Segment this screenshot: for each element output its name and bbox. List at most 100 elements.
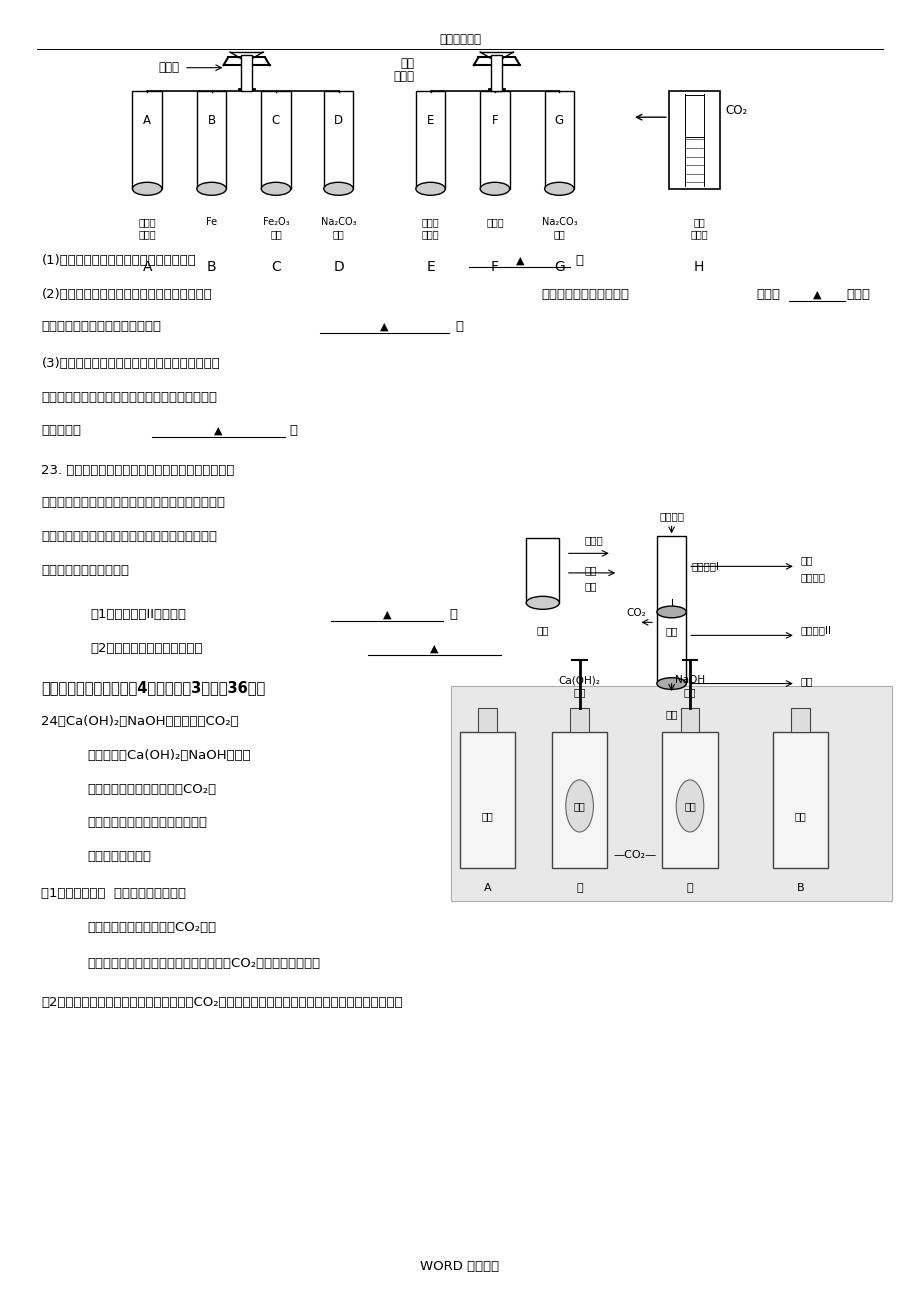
Bar (544, 91, 573, 189)
Text: A: A (142, 260, 152, 273)
Bar (662, 732, 717, 868)
Text: B: B (207, 260, 216, 273)
Text: 实验。请回答下列问题：: 实验。请回答下列问题： (41, 564, 130, 577)
Text: 滤液: 滤液 (800, 676, 812, 686)
Bar (656, 536, 686, 612)
Bar (460, 732, 515, 868)
Text: 石灰水: 石灰水 (392, 70, 414, 83)
Ellipse shape (565, 780, 593, 832)
Bar (680, 708, 698, 732)
Text: D: D (333, 260, 344, 273)
Text: 。: 。 (574, 254, 583, 267)
Bar (790, 708, 809, 732)
Text: NaOH
溶液: NaOH 溶液 (675, 676, 704, 697)
Text: （1）设计方案：  如图装置，用针筒分: （1）设计方案： 如图装置，用针筒分 (41, 887, 187, 900)
Ellipse shape (415, 182, 445, 195)
Ellipse shape (323, 182, 353, 195)
Text: B: B (796, 883, 803, 893)
Text: 液面: 液面 (482, 811, 493, 822)
Text: G: G (554, 115, 563, 126)
Text: 过量的: 过量的 (755, 288, 779, 301)
Bar (197, 91, 226, 189)
Text: ▲: ▲ (380, 322, 389, 332)
Text: （1）白色沉淀II的化学式: （1）白色沉淀II的化学式 (90, 608, 186, 621)
Bar (241, 55, 252, 91)
Text: Na₂CO₃
溶液: Na₂CO₃ 溶液 (321, 217, 356, 240)
Text: 后，溶: 后，溶 (845, 288, 869, 301)
Text: 甲: 甲 (575, 883, 583, 893)
Text: 样品: 样品 (536, 625, 549, 635)
Text: 白色沉淀II: 白色沉淀II (800, 625, 831, 635)
Text: 别向两只容积相同、装满CO₂的甲: 别向两只容积相同、装满CO₂的甲 (87, 921, 216, 934)
Text: 应。为研究Ca(OH)₂和NaOH两种溶: 应。为研究Ca(OH)₂和NaOH两种溶 (87, 749, 251, 762)
Text: H: H (693, 260, 704, 273)
Text: (3)实验后某试管的底部有白色固体，过滤后向滤: (3)实验后某试管的底部有白色固体，过滤后向滤 (41, 357, 220, 370)
Bar (480, 91, 509, 189)
Text: F: F (491, 260, 498, 273)
Text: 酸钙、氯化钡中的一种或几种物质组成。为探究该白: 酸钙、氯化钡中的一种或几种物质组成。为探究该白 (41, 496, 225, 509)
Text: 过滤: 过滤 (664, 626, 677, 637)
Text: （2）原白色固体中含有的物质: （2）原白色固体中含有的物质 (90, 642, 202, 655)
Bar (132, 91, 162, 189)
Text: 气球: 气球 (684, 801, 695, 811)
Text: 滤液: 滤液 (664, 710, 677, 720)
Text: 液中滴加盐酸，一段时间后有气泡冒出，则该滤液: 液中滴加盐酸，一段时间后有气泡冒出，则该滤液 (41, 391, 217, 404)
Ellipse shape (656, 607, 686, 618)
Bar (450, 686, 891, 901)
Text: Fe₂O₃
溶液: Fe₂O₃ 溶液 (263, 217, 289, 240)
Text: 液变为蓝色。由此推断，该试管是: 液变为蓝色。由此推断，该试管是 (41, 320, 161, 333)
Bar (656, 612, 686, 684)
Text: 紫色石
蕊溶液: 紫色石 蕊溶液 (138, 217, 156, 240)
Text: Fe: Fe (206, 217, 217, 228)
Text: 无色酚
酞溶液: 无色酚 酞溶液 (421, 217, 439, 240)
Text: 适量水: 适量水 (584, 535, 602, 546)
Text: ▲: ▲ (213, 426, 222, 436)
Text: E: E (425, 260, 435, 273)
Text: 澄清: 澄清 (400, 57, 414, 70)
Text: B: B (208, 115, 215, 126)
Text: 体效果更好的问题，某小组同学对: 体效果更好的问题，某小组同学对 (87, 816, 207, 829)
Text: 此进行以下研究：: 此进行以下研究： (87, 850, 152, 863)
Text: G: G (553, 260, 564, 273)
Ellipse shape (675, 780, 703, 832)
Text: ▲: ▲ (811, 289, 821, 299)
Text: E: E (426, 115, 434, 126)
Text: 过滤: 过滤 (584, 581, 596, 591)
Text: 质的溶液中，哪种溶液吸收CO₂气: 质的溶液中，哪种溶液吸收CO₂气 (87, 783, 216, 796)
Text: A: A (483, 883, 491, 893)
Text: 气球: 气球 (573, 801, 584, 811)
Text: 溶解: 溶解 (584, 565, 596, 575)
Text: 色固体的组成，某小组取适量样品按下列流程进行: 色固体的组成，某小组取适量样品按下列流程进行 (41, 530, 217, 543)
Text: Na₂CO₃
溶液: Na₂CO₃ 溶液 (541, 217, 576, 240)
Text: 23. 有一包白色固体，可能由硫酸钾、氢氧化钾、碳: 23. 有一包白色固体，可能由硫酸钾、氢氧化钾、碳 (41, 464, 234, 477)
Bar (526, 538, 559, 603)
Ellipse shape (132, 182, 162, 195)
Text: —CO₂—: —CO₂— (612, 850, 656, 861)
Text: 。: 。 (448, 608, 457, 621)
Text: 稀盐酸: 稀盐酸 (158, 61, 179, 74)
Text: 24．Ca(OH)₂和NaOH溶液都能与CO₂反: 24．Ca(OH)₂和NaOH溶液都能与CO₂反 (41, 715, 239, 728)
Bar (491, 55, 502, 91)
Text: 乙: 乙 (686, 883, 693, 893)
Text: （2）方案论证：论证发现，该实验中影响CO₂气体吸收的自变量有两个。为探究题中的问题，必须: （2）方案论证：论证发现，该实验中影响CO₂气体吸收的自变量有两个。为探究题中的… (41, 996, 403, 1009)
Text: WORD 格式整理: WORD 格式整理 (420, 1260, 499, 1273)
Bar (323, 91, 353, 189)
Text: 白色沉淀Ⅰ: 白色沉淀Ⅰ (691, 561, 719, 572)
Bar (772, 732, 827, 868)
Bar (478, 708, 496, 732)
Text: 乙集气瓶中注入等质量的两种溶液，比较CO₂气体的吸收情况。: 乙集气瓶中注入等质量的两种溶液，比较CO₂气体的吸收情况。 (87, 957, 320, 970)
Text: C: C (271, 260, 280, 273)
Ellipse shape (526, 596, 559, 609)
Text: 沉淀: 沉淀 (800, 555, 812, 565)
Ellipse shape (656, 677, 686, 690)
Bar (261, 91, 290, 189)
Text: (1)实验中观察到有黄色溶液产生的试管是: (1)实验中观察到有黄色溶液产生的试管是 (41, 254, 196, 267)
Ellipse shape (480, 182, 509, 195)
Text: CO₂: CO₂ (724, 104, 746, 117)
Ellipse shape (544, 182, 573, 195)
Text: 澄清
石灰水: 澄清 石灰水 (689, 217, 708, 240)
Text: Ca(OH)₂
溶液: Ca(OH)₂ 溶液 (558, 676, 600, 697)
Text: 三、实验探究题（本题有4小题，每空3分，共36分）: 三、实验探究题（本题有4小题，每空3分，共36分） (41, 680, 266, 695)
Text: ▲: ▲ (429, 643, 438, 654)
Bar (570, 708, 588, 732)
